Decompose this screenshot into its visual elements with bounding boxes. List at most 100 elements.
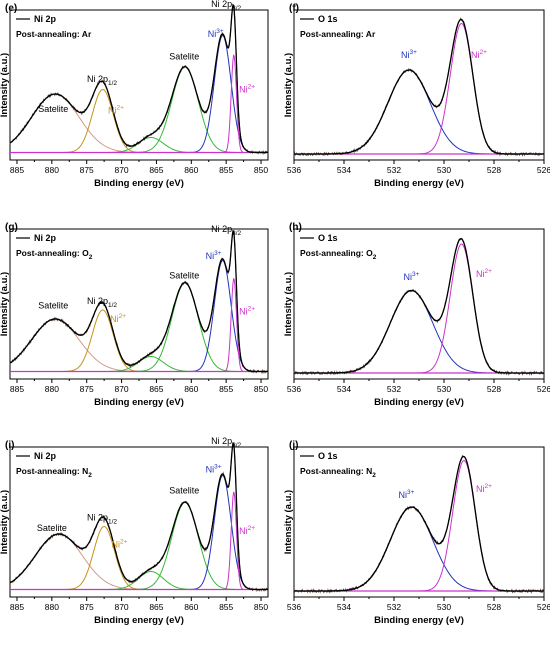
x-tick-label: 532 <box>387 165 401 175</box>
panel-f: 536 534 532 530 528 526 Binding energy (eV) Int… <box>283 3 550 189</box>
x-tick-label: 860 <box>184 165 198 175</box>
panel-label: (j) <box>289 440 298 451</box>
peak-annotation: Ni 2p1/2 <box>87 74 117 87</box>
annealing-condition: Post-annealing: N2 <box>300 466 376 479</box>
x-tick-label: 860 <box>184 384 198 394</box>
panel-label: (g) <box>5 222 18 233</box>
x-tick-label: 526 <box>537 384 550 394</box>
x-tick-label: 536 <box>287 384 301 394</box>
panel-g: 885 880 875 870 865 860 855 850 Binding energy (… <box>0 222 269 408</box>
peak-annotation: Ni3+ <box>208 28 224 39</box>
fit-envelope <box>294 455 544 592</box>
x-axis-label: Binding energy (eV) <box>374 397 464 408</box>
peak-annotation: Satelite <box>169 271 199 281</box>
y-axis-label: Intensity (a.u.) <box>283 53 294 117</box>
plot-frame <box>293 446 545 598</box>
peak-annotation: Ni 2p1/2 <box>87 296 117 309</box>
peak-annotation: Ni3+ <box>206 250 222 261</box>
x-tick-label: 532 <box>387 384 401 394</box>
annealing-condition: Post-annealing: O2 <box>300 248 377 261</box>
panel-i: 885 880 875 870 865 860 855 850 Binding energy (… <box>0 436 269 626</box>
annealing-condition: Post-annealing: Ar <box>16 29 92 39</box>
x-tick-label: 850 <box>254 165 268 175</box>
y-axis-label: Intensity (a.u.) <box>0 53 10 117</box>
x-tick-label: 885 <box>10 384 24 394</box>
peak-annotation: Ni2+ <box>239 306 255 317</box>
x-axis-label: Binding energy (eV) <box>94 178 184 189</box>
x-tick-label: 865 <box>149 384 163 394</box>
legend-label: O 1s <box>318 451 338 461</box>
x-tick-label: 534 <box>337 384 351 394</box>
y-axis-label: Intensity (a.u.) <box>283 272 294 336</box>
panel-j: 536 534 532 530 528 526 Binding energy (eV) Int… <box>283 440 550 626</box>
peak-annotation: Ni2+ <box>471 49 487 60</box>
x-tick-label: 885 <box>10 602 24 612</box>
x-tick-label: 855 <box>219 165 233 175</box>
x-tick-label: 875 <box>80 165 94 175</box>
x-tick-label: 870 <box>114 165 128 175</box>
x-tick-label: 870 <box>114 602 128 612</box>
fit-envelope <box>294 238 544 374</box>
x-tick-label: 865 <box>149 165 163 175</box>
panel-label: (e) <box>5 3 17 14</box>
x-tick-label: 534 <box>337 602 351 612</box>
x-tick-label: 870 <box>114 384 128 394</box>
x-tick-label: 855 <box>219 602 233 612</box>
peak-annotation: Ni3+ <box>206 464 222 475</box>
peak-annotation: Ni2+ <box>476 268 492 279</box>
x-tick-label: 528 <box>487 384 501 394</box>
panel-h: 536 534 532 530 528 526 Binding energy (eV) Int… <box>283 222 550 408</box>
annealing-condition: Post-annealing: Ar <box>300 29 376 39</box>
peak-annotation: Ni2+ <box>239 525 255 536</box>
fit-envelope <box>9 3 268 154</box>
x-tick-label: 875 <box>80 602 94 612</box>
plot-frame <box>9 228 269 380</box>
peak-annotation: Satelite <box>37 523 67 533</box>
peak-annotation: Ni 2p1/2 <box>87 513 117 526</box>
panel-e: 885 880 875 870 865 860 855 850 Binding energy (… <box>0 0 269 189</box>
x-axis-label: Binding energy (eV) <box>374 615 464 626</box>
peak-annotation: Ni3+ <box>404 271 420 282</box>
x-tick-label: 855 <box>219 384 233 394</box>
peak-annotation: Ni2+ <box>110 313 126 324</box>
peak-annotation: Ni3+ <box>401 49 417 60</box>
x-tick-label: 528 <box>487 165 501 175</box>
x-tick-label: 530 <box>437 384 451 394</box>
x-tick-label: 850 <box>254 384 268 394</box>
peak-annotation: Ni 2p3/2 <box>211 0 241 12</box>
peak-annotation: Ni2+ <box>476 483 492 494</box>
x-tick-label: 532 <box>387 602 401 612</box>
peak-annotation: Ni 2p3/2 <box>211 436 241 449</box>
y-axis-label: Intensity (a.u.) <box>283 490 294 554</box>
x-tick-label: 536 <box>287 165 301 175</box>
x-tick-label: 850 <box>254 602 268 612</box>
x-tick-label: 530 <box>437 165 451 175</box>
peak-annotation: Ni2+ <box>112 539 128 550</box>
annealing-condition: Post-annealing: N2 <box>16 466 92 479</box>
x-axis-label: Binding energy (eV) <box>94 615 184 626</box>
x-tick-label: 880 <box>45 165 59 175</box>
panel-label: (f) <box>289 3 299 14</box>
x-tick-label: 534 <box>337 165 351 175</box>
x-tick-label: 860 <box>184 602 198 612</box>
legend-label: Ni 2p <box>34 233 57 243</box>
legend-label: O 1s <box>318 233 338 243</box>
peak-annotation: Satelite <box>38 301 68 311</box>
plot-frame <box>293 9 545 161</box>
x-tick-label: 530 <box>437 602 451 612</box>
legend-label: Ni 2p <box>34 14 57 24</box>
x-tick-label: 865 <box>149 602 163 612</box>
fit-envelope <box>294 18 544 155</box>
y-axis-label: Intensity (a.u.) <box>0 272 10 336</box>
x-tick-label: 880 <box>45 602 59 612</box>
plot-frame <box>293 228 545 380</box>
peak-annotation: Ni2+ <box>239 84 255 95</box>
x-tick-label: 528 <box>487 602 501 612</box>
x-tick-label: 526 <box>537 602 550 612</box>
plot-frame <box>9 9 269 161</box>
y-axis-label: Intensity (a.u.) <box>0 490 10 554</box>
plot-frame <box>9 446 269 598</box>
peak-annotation: Ni2+ <box>108 105 124 116</box>
x-tick-label: 880 <box>45 384 59 394</box>
